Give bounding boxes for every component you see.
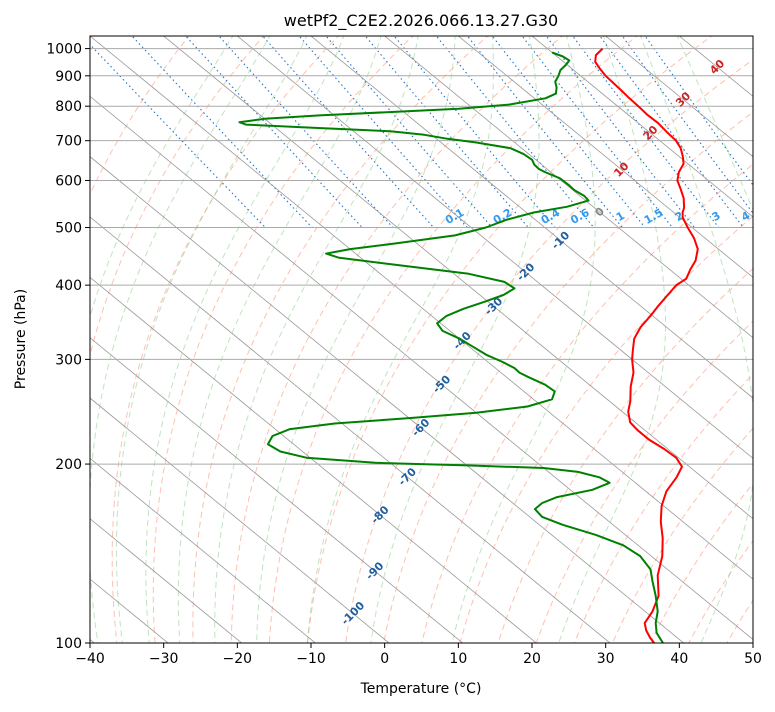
x-axis-label: Temperature (°C) [360,681,482,697]
x-tick-label: 10 [449,651,467,667]
y-tick-label: 400 [55,278,82,294]
x-tick-label: −40 [75,651,105,667]
y-tick-label: 500 [55,221,82,237]
x-tick-label: 20 [523,651,541,667]
x-tick-label: −20 [223,651,253,667]
y-tick-label: 600 [55,173,82,189]
y-tick-label: 800 [55,99,82,115]
y-tick-label: 1000 [46,42,82,58]
y-tick-label: 700 [55,134,82,150]
y-tick-label: 900 [55,69,82,85]
y-tick-label: 200 [55,457,82,473]
x-tick-label: 0 [380,651,389,667]
chart-title: wetPf2_C2E2.2026.066.13.27.G30 [284,11,558,31]
x-tick-label: −10 [296,651,326,667]
y-axis-label: Pressure (hPa) [13,289,29,389]
x-tick-label: −30 [149,651,179,667]
x-tick-label: 50 [744,651,762,667]
x-tick-label: 30 [597,651,615,667]
y-tick-label: 100 [55,636,82,652]
x-tick-label: 40 [670,651,688,667]
y-tick-label: 300 [55,352,82,368]
